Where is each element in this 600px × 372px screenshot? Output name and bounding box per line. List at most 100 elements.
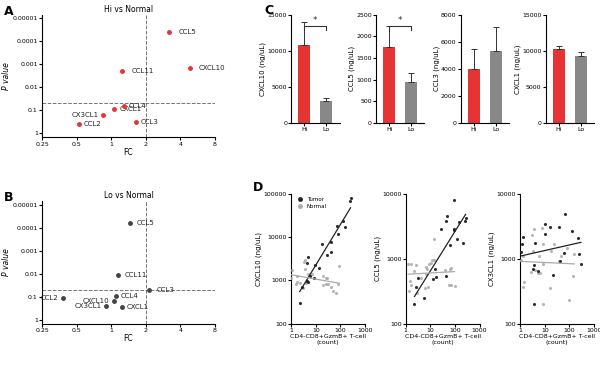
Y-axis label: CX3CL1 (ng/uL): CX3CL1 (ng/uL) (489, 232, 495, 286)
Point (429, 257, 439, 263)
Point (338, 218, 348, 224)
Point (304, 254, 313, 260)
Text: CCL5: CCL5 (178, 29, 196, 35)
Text: B: B (4, 191, 13, 204)
Point (302, 278, 312, 284)
Point (413, 275, 423, 281)
Bar (405, 82, 417, 123)
Point (527, 232, 537, 238)
Point (431, 274, 440, 280)
Point (318, 273, 328, 279)
Text: CXCL10: CXCL10 (82, 298, 109, 304)
Point (305, 273, 315, 279)
Point (340, 224, 350, 230)
Point (529, 262, 539, 267)
Point (460, 218, 469, 224)
X-axis label: FC: FC (124, 148, 133, 157)
Point (332, 291, 341, 296)
Y-axis label: CCL3 (ng/uL): CCL3 (ng/uL) (433, 46, 440, 92)
Point (519, 279, 529, 285)
Point (442, 213, 452, 219)
X-axis label: CD4-CD8+GzmB+ T-cell
(count): CD4-CD8+GzmB+ T-cell (count) (404, 334, 481, 345)
Point (574, 235, 583, 241)
Point (534, 253, 544, 259)
Point (287, 275, 296, 281)
Text: CCL3: CCL3 (141, 119, 158, 125)
Point (321, 275, 331, 280)
Point (450, 283, 460, 289)
Point (529, 301, 539, 307)
Text: CCL2: CCL2 (83, 121, 101, 127)
Point (452, 236, 462, 242)
Bar (383, 47, 395, 123)
Point (546, 248, 556, 254)
Point (517, 241, 527, 247)
Text: CCL3: CCL3 (157, 287, 174, 293)
Point (334, 263, 344, 269)
Point (560, 211, 570, 217)
X-axis label: CD4-CD8+GzmB+ T-cell
(count): CD4-CD8+GzmB+ T-cell (count) (519, 334, 595, 345)
Point (568, 273, 578, 279)
Point (416, 276, 426, 282)
Y-axis label: CXCL1 (ng/uL): CXCL1 (ng/uL) (514, 44, 521, 94)
Point (302, 260, 312, 266)
Point (545, 285, 555, 291)
Point (445, 266, 455, 272)
Point (291, 281, 301, 287)
Point (310, 262, 320, 267)
Point (545, 224, 555, 230)
Point (410, 301, 419, 307)
Point (346, 195, 355, 201)
Point (427, 260, 436, 266)
Point (318, 282, 328, 288)
Text: *: * (398, 16, 403, 25)
Point (538, 301, 547, 307)
Point (323, 281, 333, 287)
Point (423, 284, 433, 290)
Point (518, 234, 528, 240)
Point (569, 251, 579, 257)
Point (299, 259, 308, 265)
Point (406, 261, 415, 267)
Point (454, 219, 464, 225)
Point (411, 284, 421, 290)
Point (445, 242, 454, 248)
Point (322, 252, 332, 258)
Point (332, 222, 341, 228)
Point (329, 288, 338, 294)
Point (292, 273, 302, 279)
Point (430, 236, 439, 242)
Point (422, 266, 431, 272)
Point (530, 240, 539, 246)
Point (442, 218, 451, 224)
Point (541, 221, 550, 227)
Point (548, 272, 558, 278)
Point (428, 276, 437, 282)
Text: CX3CL1: CX3CL1 (71, 112, 98, 118)
Bar (490, 51, 502, 123)
Point (516, 257, 526, 263)
Bar (553, 49, 565, 123)
Point (428, 257, 437, 263)
Point (576, 261, 586, 267)
Point (345, 198, 355, 204)
Point (293, 279, 302, 285)
Y-axis label: CXCL10 (ng/uL): CXCL10 (ng/uL) (256, 232, 262, 286)
Point (421, 285, 430, 291)
Point (436, 226, 446, 232)
Point (403, 262, 413, 267)
Y-axis label: CCL5 (ng/uL): CCL5 (ng/uL) (348, 46, 355, 92)
Point (431, 266, 440, 272)
Point (302, 278, 312, 284)
Point (301, 280, 311, 286)
Point (322, 275, 332, 281)
Point (304, 279, 313, 285)
Point (564, 297, 574, 303)
Point (541, 231, 550, 237)
Point (539, 241, 548, 247)
Legend: Tumor, Normal: Tumor, Normal (294, 197, 328, 209)
Point (295, 300, 304, 306)
Point (326, 248, 335, 254)
Point (528, 266, 538, 272)
Point (555, 258, 565, 264)
